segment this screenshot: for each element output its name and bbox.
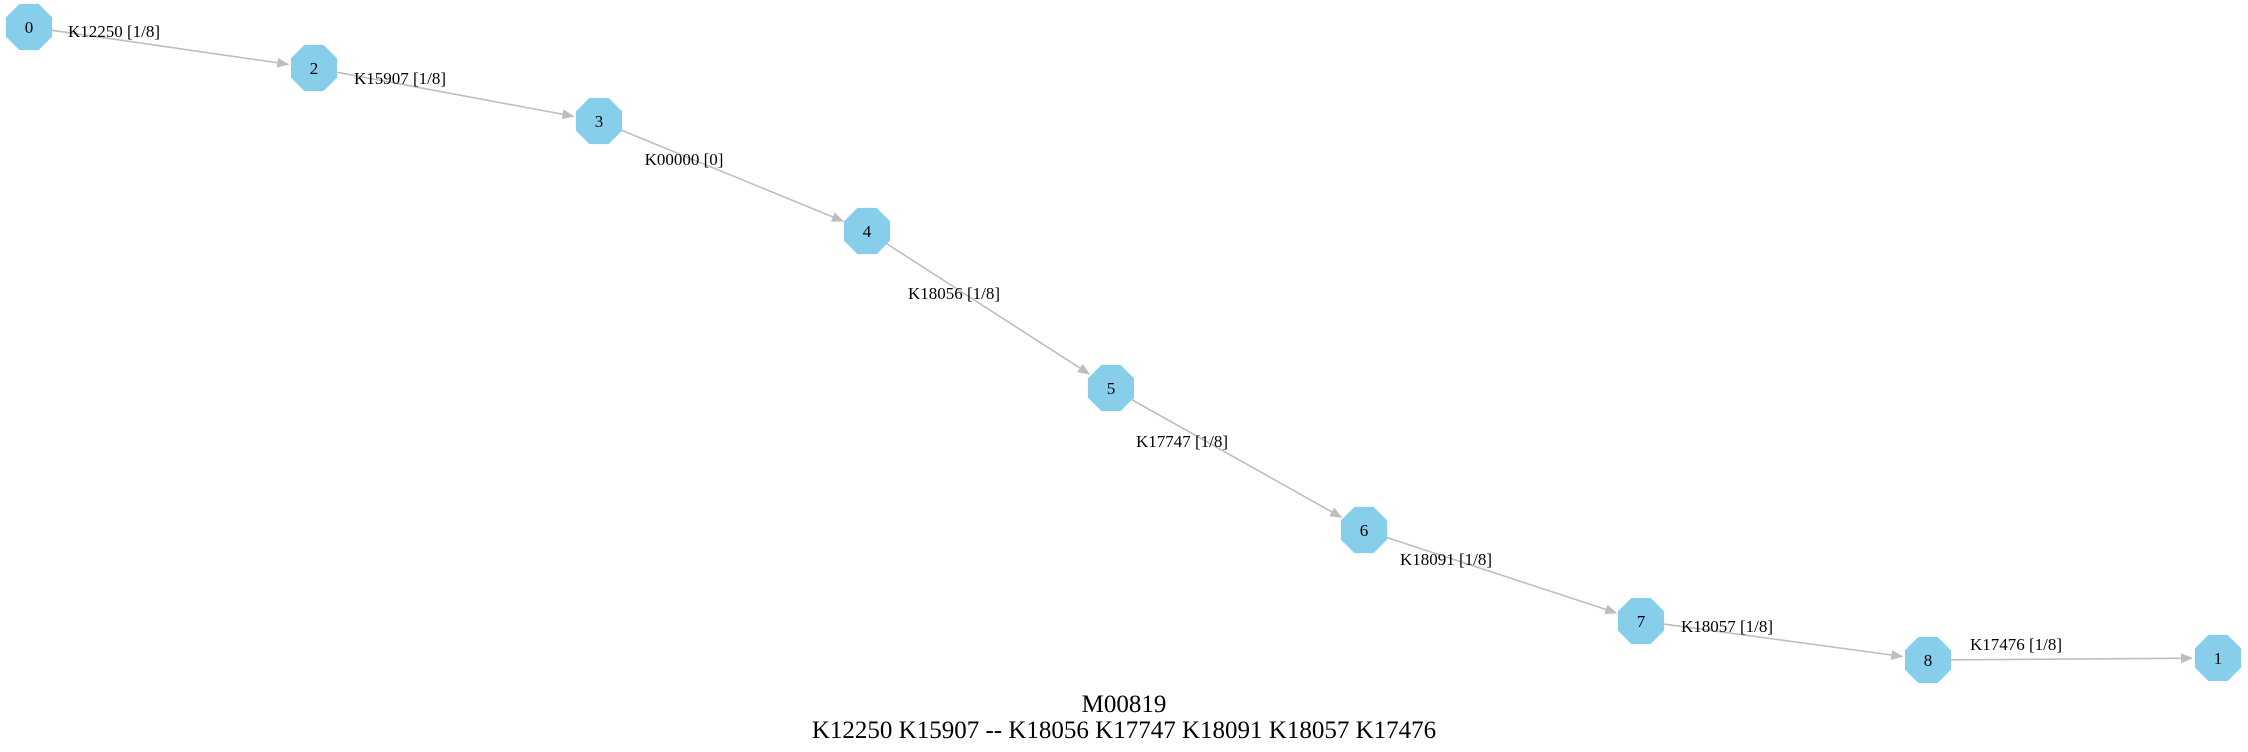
edge-4-5: [885, 242, 1090, 375]
node-4: 4: [843, 207, 891, 255]
node-label: 6: [1360, 521, 1369, 540]
edge-label: K12250 [1/8]: [68, 22, 160, 41]
node-octagon-shape: [575, 97, 623, 145]
node-octagon-shape: [843, 207, 891, 255]
edge-label: K18056 [1/8]: [908, 284, 1000, 303]
node-octagon-shape: [2194, 634, 2242, 682]
node-octagon-shape: [290, 44, 338, 92]
node-8: 8: [1904, 636, 1952, 684]
node-octagon-shape: [1087, 364, 1135, 412]
node-label: 1: [2214, 649, 2223, 668]
node-1: 1: [2194, 634, 2242, 682]
node-7: 7: [1617, 597, 1665, 645]
nodes-layer: 0 2 3 4 5 6 7 8 1: [5, 3, 2242, 684]
node-octagon-shape: [1617, 597, 1665, 645]
edge-0-2: [51, 29, 290, 68]
node-label: 0: [25, 18, 34, 37]
caption-subtitle: K12250 K15907 -- K18056 K17747 K18091 K1…: [812, 717, 1436, 744]
edge-label: K17476 [1/8]: [1970, 635, 2062, 654]
node-octagon-shape: [1340, 506, 1388, 554]
edge-8-1: [1950, 653, 2194, 664]
node-label: 4: [863, 222, 872, 241]
edge-label: K00000 [0]: [645, 150, 724, 169]
node-label: 3: [595, 112, 604, 131]
edges-layer: [51, 29, 2194, 664]
node-2: 2: [290, 44, 338, 92]
node-octagon-shape: [1904, 636, 1952, 684]
node-label: 8: [1924, 651, 1933, 670]
edge-3-4: [619, 128, 844, 222]
edge-labels-layer: K12250 [1/8] K15907 [1/8] K00000 [0] K18056…: [68, 22, 2062, 654]
edge-label: K18091 [1/8]: [1400, 550, 1492, 569]
node-octagon-shape: [5, 3, 53, 51]
caption-title: M00819: [1082, 691, 1167, 718]
node-3: 3: [575, 97, 623, 145]
graph-caption: M00819 K12250 K15907 -- K18056 K17747 K1…: [812, 691, 1436, 744]
node-0: 0: [5, 3, 53, 51]
node-label: 5: [1107, 379, 1116, 398]
edge-label: K17747 [1/8]: [1136, 432, 1228, 451]
node-label: 7: [1637, 612, 1646, 631]
node-5: 5: [1087, 364, 1135, 412]
edge-2-3: [336, 71, 575, 120]
node-6: 6: [1340, 506, 1388, 554]
edge-5-6: [1130, 398, 1343, 518]
edge-6-7: [1385, 536, 1618, 615]
edge-7-8: [1663, 623, 1904, 660]
node-label: 2: [310, 59, 319, 78]
edge-label: K18057 [1/8]: [1681, 617, 1773, 636]
edge-label: K15907 [1/8]: [354, 69, 446, 88]
